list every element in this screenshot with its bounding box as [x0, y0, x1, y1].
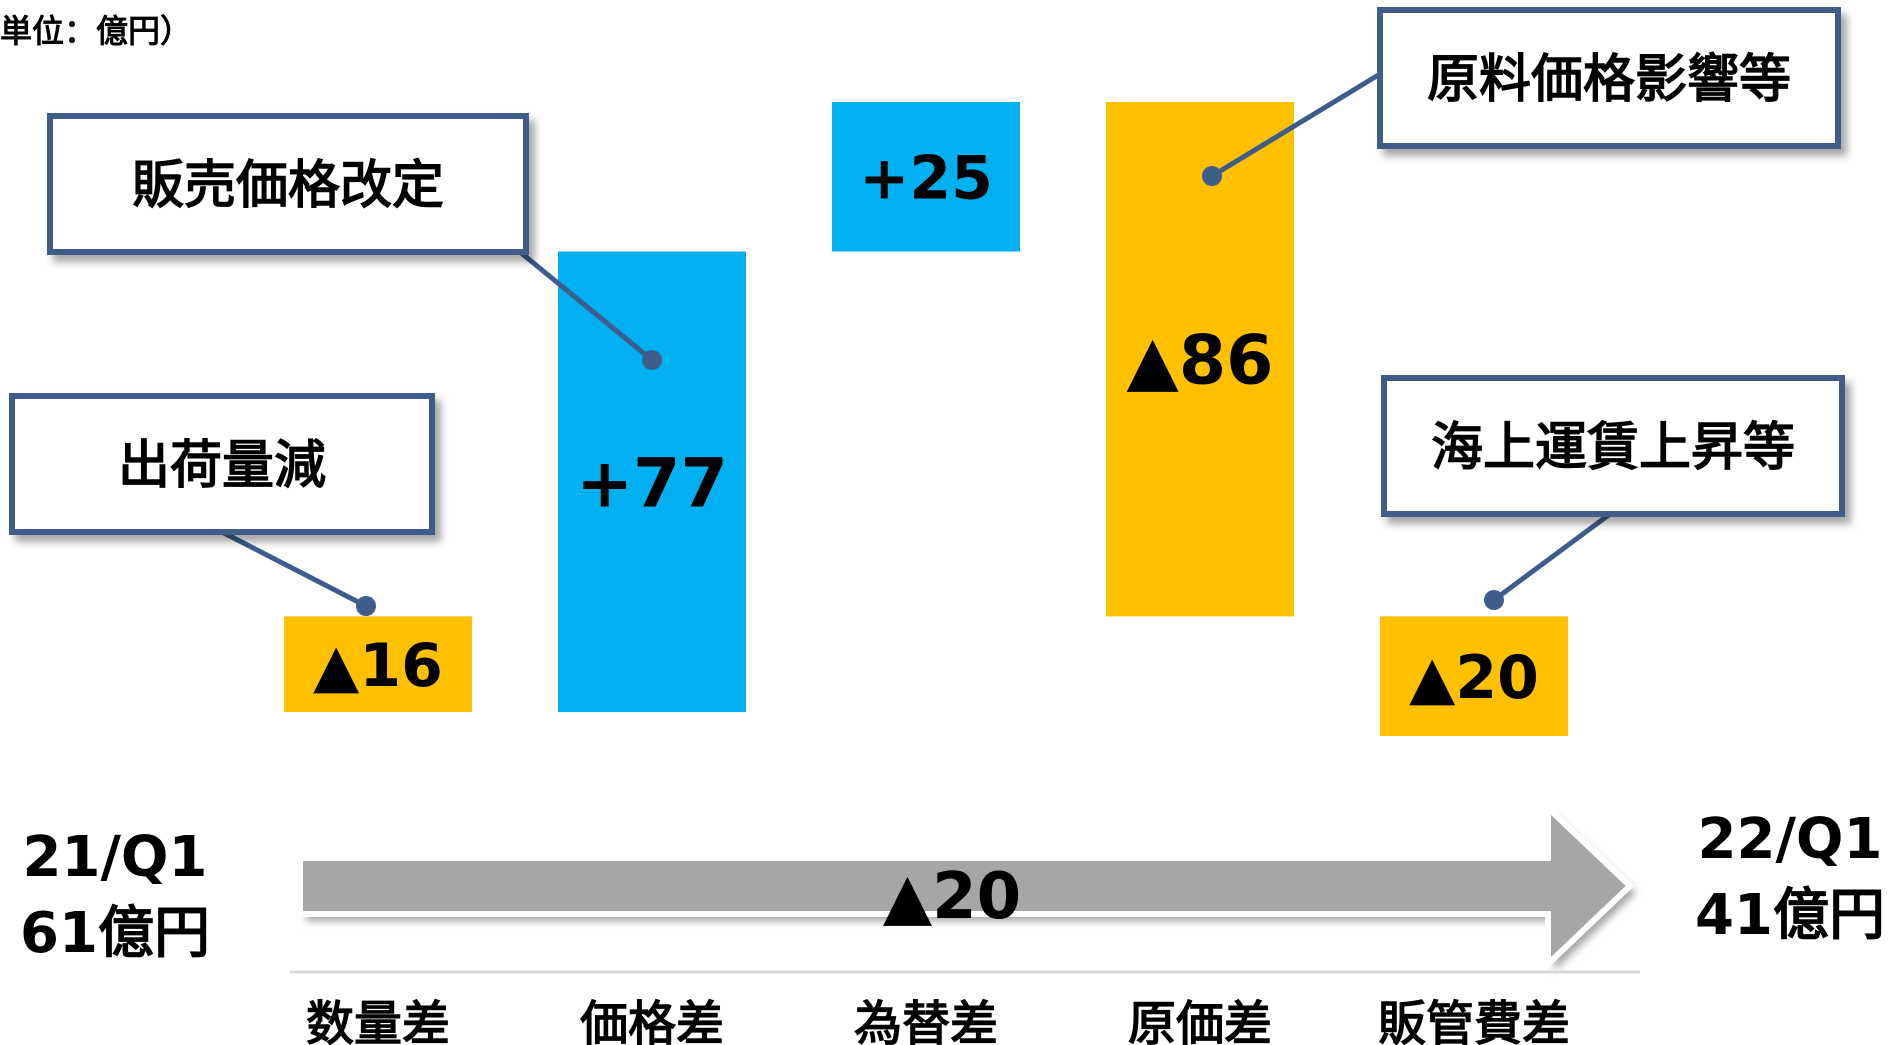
category-label-fx: 為替差: [854, 996, 998, 1045]
bar-value-label-fx: +25: [859, 143, 993, 213]
end-period: 22/Q1: [1698, 807, 1883, 872]
total-change-label: ▲20: [883, 860, 1021, 934]
callout-text-cost: 原料価格影響等: [1427, 50, 1791, 110]
end-value: 41億円: [1695, 883, 1885, 948]
bar-sga: [1380, 616, 1568, 736]
bars-group: ▲16 +77 +25 ▲86 ▲20: [284, 102, 1568, 736]
bar-value-label-sga: ▲20: [1409, 643, 1539, 713]
category-labels: 数量差 価格差 為替差 原価差 販管費差: [306, 996, 1570, 1045]
bar-price: [558, 251, 746, 713]
callout-leader-quantity: [220, 529, 368, 609]
callout-box-quantity: [9, 393, 435, 535]
callout-dot-sga: [1484, 590, 1504, 610]
total-change-arrow: [297, 801, 1635, 971]
callout-text-sga: 海上運賃上昇等: [1431, 418, 1795, 478]
start-period: 21/Q1: [23, 825, 208, 890]
bar-value-label-price: +77: [576, 444, 728, 523]
category-label-cost: 原価差: [1128, 996, 1272, 1045]
category-label-sga: 販管費差: [1378, 996, 1570, 1045]
category-label-price: 価格差: [579, 996, 724, 1045]
category-label-quantity: 数量差: [306, 996, 450, 1045]
callout-leader-cost: [1210, 71, 1382, 179]
bar-value-label-quantity: ▲16: [313, 631, 443, 701]
bar-value-label-cost: ▲86: [1127, 322, 1274, 401]
callout-dot-price: [642, 350, 662, 370]
callout-text-price: 販売価格改定: [132, 156, 444, 216]
callout-box-cost: [1377, 7, 1841, 149]
start-value: 61億円: [20, 901, 210, 966]
bar-quantity: [284, 616, 472, 713]
callout-box-price: [47, 113, 529, 255]
callout-text-quantity: 出荷量減: [118, 436, 326, 496]
bar-cost: [1106, 102, 1294, 617]
callout-leader-price: [518, 250, 654, 362]
unit-label: 単位：億円）: [0, 12, 192, 50]
callout-box-sga: [1381, 375, 1845, 517]
bar-fx: [832, 102, 1020, 252]
callout-leader-sga: [1492, 511, 1612, 603]
callout-dot-cost: [1202, 166, 1222, 186]
callout-dot-quantity: [356, 596, 376, 616]
